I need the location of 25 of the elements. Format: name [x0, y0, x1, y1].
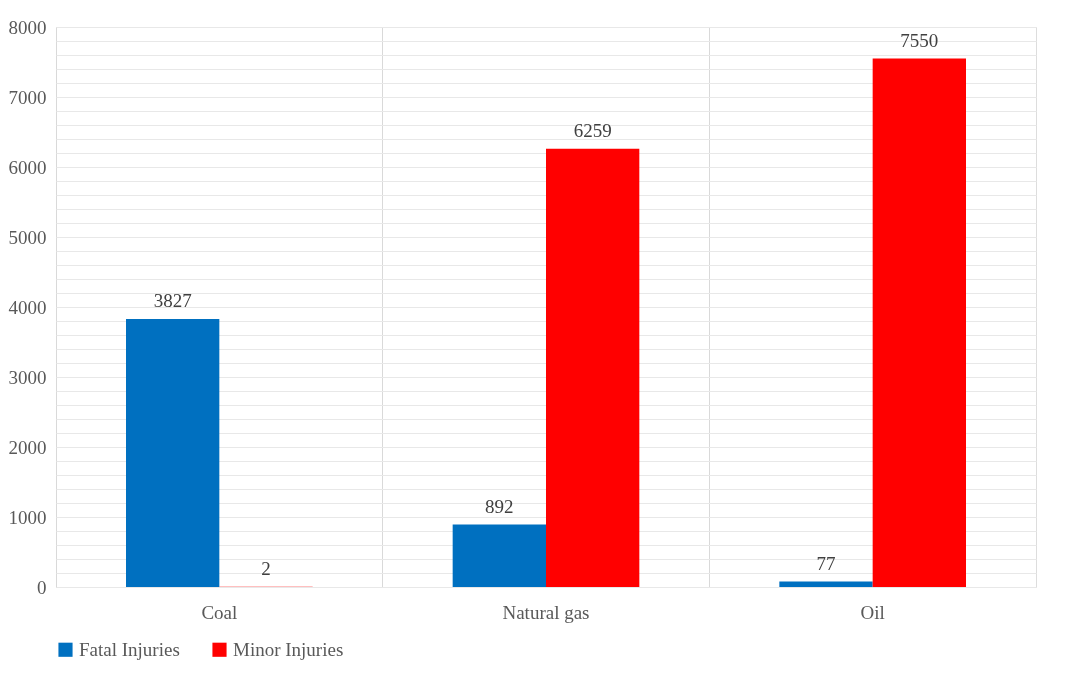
bar [872, 58, 966, 587]
bar [546, 148, 640, 587]
y-tick-label: 6000 [8, 156, 47, 178]
bar [126, 319, 220, 587]
y-tick-label: 4000 [8, 296, 47, 318]
data-label: 7550 [900, 29, 939, 51]
y-tick-label: 1000 [8, 506, 47, 528]
x-tick-label: Natural gas [502, 601, 590, 623]
y-tick-label: 2000 [8, 436, 47, 458]
data-label: 6259 [573, 119, 612, 141]
data-label: 2 [261, 557, 271, 579]
legend-label: Fatal Injuries [79, 638, 180, 660]
y-tick-label: 0 [37, 576, 47, 598]
bar [779, 581, 873, 587]
data-label: 77 [816, 552, 836, 574]
y-tick-label: 3000 [8, 366, 47, 388]
x-tick-label: Coal [201, 601, 238, 623]
bar [452, 524, 546, 587]
y-tick-label: 7000 [8, 86, 47, 108]
data-label: 3827 [153, 290, 192, 312]
data-label: 892 [485, 495, 514, 517]
y-tick-label: 8000 [8, 16, 47, 38]
x-tick-label: Oil [860, 601, 885, 623]
legend-label: Minor Injuries [233, 638, 344, 660]
y-tick-label: 5000 [8, 226, 47, 248]
